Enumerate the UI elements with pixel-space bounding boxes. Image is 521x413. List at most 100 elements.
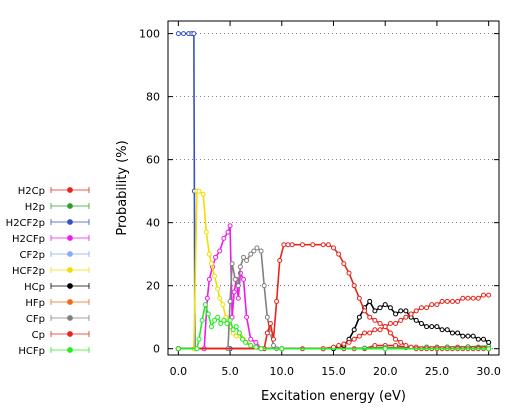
- data-point-cp: [275, 299, 279, 303]
- data-point-hcp: [487, 340, 491, 344]
- data-point-cp: [399, 340, 403, 344]
- data-point-cp-rising: [466, 296, 470, 300]
- data-point-cp-rising: [461, 296, 465, 300]
- legend-marker: [68, 316, 73, 321]
- data-point-hcp: [476, 337, 480, 341]
- data-point-cp-rising: [342, 342, 346, 346]
- data-point-hcp: [414, 318, 418, 322]
- data-point-h2cfp: [214, 255, 218, 259]
- data-point-hcp: [425, 325, 429, 329]
- data-point-hcp: [378, 306, 382, 310]
- data-point-hcp: [466, 334, 470, 338]
- data-point-cp: [265, 331, 269, 335]
- data-point-hcp: [471, 334, 475, 338]
- data-point-h2cfp: [236, 296, 240, 300]
- data-point-h2cfp: [232, 290, 236, 294]
- y-tick-label: 100: [139, 28, 160, 41]
- legend-marker: [68, 204, 73, 209]
- series-line-hcf2p: [178, 191, 488, 349]
- data-point-cp-rising: [368, 331, 372, 335]
- data-point-cp: [282, 243, 286, 247]
- data-point-cp-rising: [435, 303, 439, 307]
- data-point-hcp: [388, 306, 392, 310]
- series-line-cfp: [178, 248, 488, 349]
- data-point-cp-rising: [399, 318, 403, 322]
- data-point-cp: [311, 243, 315, 247]
- data-point-cp-rising: [456, 299, 460, 303]
- data-point-cfp: [238, 265, 242, 269]
- data-point-hcp: [435, 325, 439, 329]
- data-point-h2cfp: [205, 296, 209, 300]
- data-point-cfp: [255, 246, 259, 250]
- y-tick-label: 0: [153, 343, 160, 356]
- data-point-cp: [388, 331, 392, 335]
- data-point-cp: [290, 243, 294, 247]
- data-point-cp: [352, 284, 356, 288]
- data-point-hcfp: [487, 347, 491, 351]
- data-point-hcp: [440, 328, 444, 332]
- data-point-cp-rising: [425, 306, 429, 310]
- data-point-h2cfp: [207, 277, 211, 281]
- data-point-cp-rising: [487, 293, 491, 297]
- data-point-hcp: [450, 331, 454, 335]
- data-point-h2cfp: [242, 277, 246, 281]
- data-point-cfp: [236, 284, 240, 288]
- data-point-cp: [394, 337, 398, 341]
- legend-label: H2CFp: [12, 234, 45, 245]
- data-point-hcfp: [206, 312, 210, 316]
- data-point-cp-rising: [383, 325, 387, 329]
- data-point-cfp: [228, 299, 232, 303]
- data-point-hcp: [373, 309, 377, 313]
- data-point-hcp: [481, 337, 485, 341]
- data-point-hcf2p: [221, 303, 225, 307]
- series-line-hcp: [178, 301, 488, 348]
- data-point-cp: [363, 309, 367, 313]
- data-point-cp: [278, 258, 282, 262]
- legend-label: HCF2p: [12, 266, 45, 277]
- data-point-hcf2p: [197, 189, 201, 193]
- data-point-cp-rising: [352, 337, 356, 341]
- data-point-cp-rising: [363, 331, 367, 335]
- x-tick-label: 10.0: [270, 365, 295, 378]
- data-point-cp-rising: [394, 321, 398, 325]
- data-point-hcfp: [259, 347, 263, 351]
- legend-marker: [68, 252, 73, 257]
- data-point-h2cfp: [226, 230, 230, 234]
- legend-entry: H2Cp: [18, 186, 89, 197]
- data-point-h2cfp: [245, 315, 249, 319]
- data-point-cp: [404, 344, 408, 348]
- data-point-cfp: [259, 249, 263, 253]
- y-tick-label: 80: [146, 91, 160, 104]
- data-point-cp: [342, 262, 346, 266]
- data-point-cp-rising: [471, 296, 475, 300]
- legend-label: H2p: [25, 202, 45, 213]
- legend-marker: [68, 284, 73, 289]
- data-point-cp: [373, 318, 377, 322]
- data-point-cp-rising: [373, 328, 377, 332]
- legend-entry: CFp: [26, 314, 89, 325]
- y-tick-label: 60: [146, 154, 160, 167]
- data-point-cfp: [262, 284, 266, 288]
- x-tick-label: 15.0: [321, 365, 346, 378]
- legend-entry: H2CF2p: [6, 218, 89, 229]
- legend-label: H2CF2p: [6, 218, 45, 229]
- data-point-cp: [332, 246, 336, 250]
- data-point-cp: [268, 321, 272, 325]
- data-point-hcfp: [200, 318, 204, 322]
- data-point-cp-rising: [347, 340, 351, 344]
- data-point-hcp: [456, 331, 460, 335]
- data-point-hcf2p: [204, 230, 208, 234]
- x-tick-label: 25.0: [425, 365, 450, 378]
- x-axis-label: Excitation energy (eV): [261, 389, 406, 404]
- plot-frame: [168, 21, 499, 355]
- x-tick-label: 5.0: [221, 365, 239, 378]
- data-point-h2cfp: [228, 224, 232, 228]
- x-tick-label: 30.0: [476, 365, 501, 378]
- data-point-cp: [378, 321, 382, 325]
- y-tick-label: 40: [146, 217, 160, 230]
- data-point-hcp: [352, 328, 356, 332]
- data-point-h2cf2p: [182, 32, 186, 36]
- data-point-hcf2p: [201, 192, 205, 196]
- legend-label: H2Cp: [18, 186, 45, 197]
